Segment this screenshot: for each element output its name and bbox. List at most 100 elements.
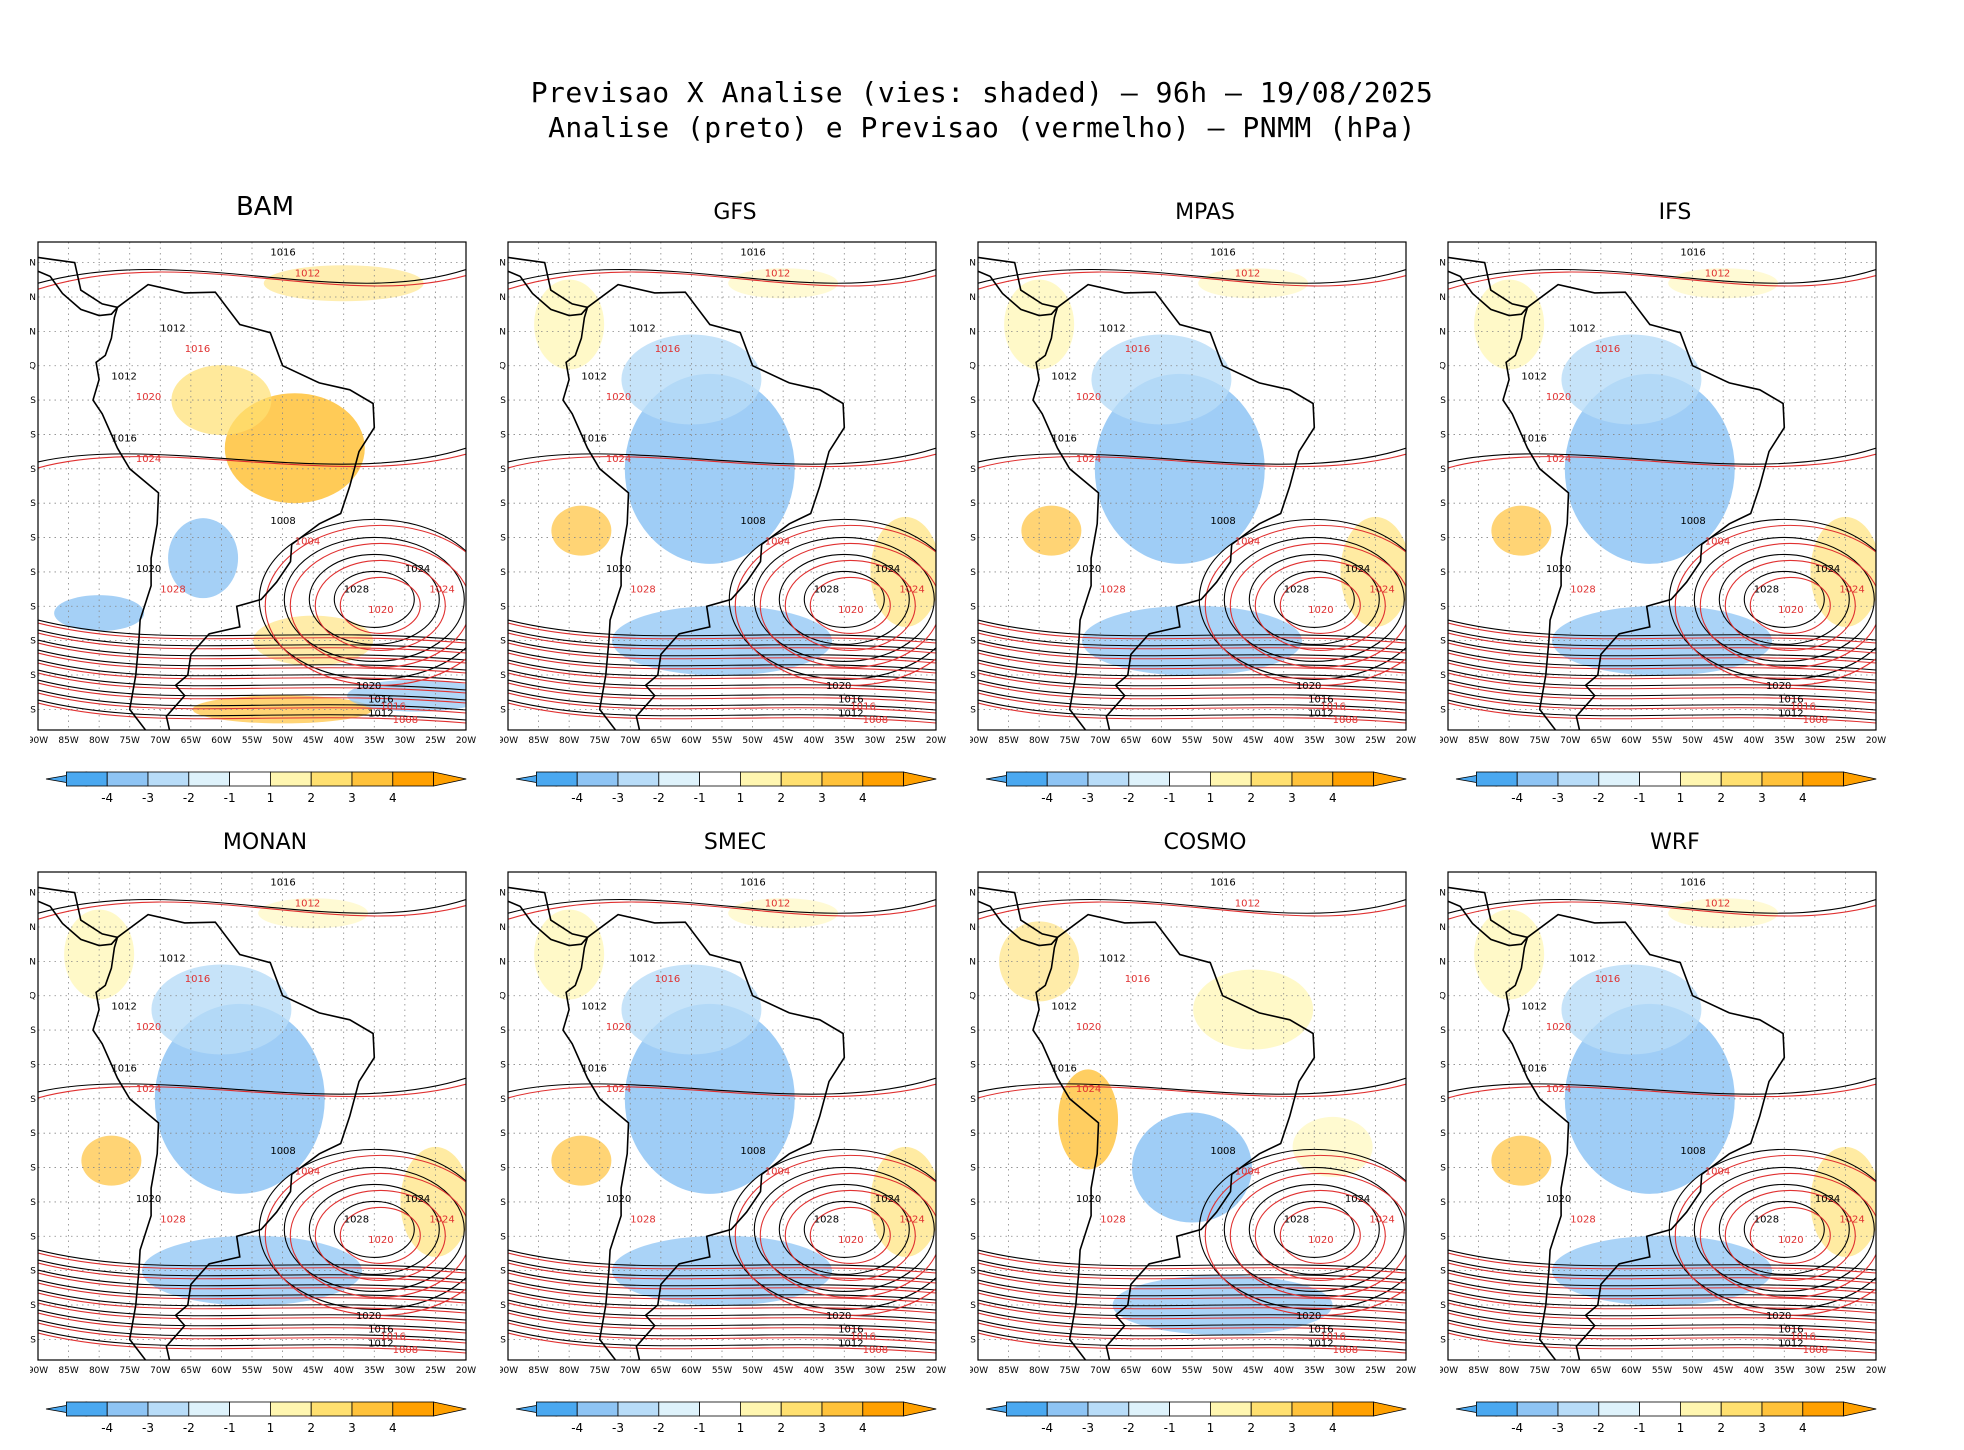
- lat-tick-label: 20S: [1440, 499, 1446, 509]
- forecast-isobar-label: 1016: [850, 701, 875, 712]
- forecast-isobar-label: 1028: [1100, 585, 1125, 596]
- forecast-isobar-label: 1024: [899, 1215, 924, 1226]
- bias-positive-area: [192, 695, 373, 724]
- colorbar-tick-label: 2: [307, 1421, 315, 1435]
- lon-tick-label: 85W: [998, 1366, 1018, 1376]
- colorbar-segment: [617, 1401, 660, 1417]
- forecast-isobar-label: 1024: [1839, 1215, 1864, 1226]
- colorbar: -4 -3 -2 -1 1 2 3 4: [985, 1401, 1407, 1435]
- colorbar-segment: [106, 771, 149, 787]
- colorbar-segment: [1128, 1401, 1171, 1417]
- colorbar-tick-label: -3: [1082, 791, 1094, 805]
- lon-tick-label: 80W: [89, 736, 109, 746]
- lat-tick-label: 35S: [500, 602, 506, 612]
- colorbar-segment: [1250, 771, 1293, 787]
- analysis-isobar-label: 1016: [1521, 433, 1546, 444]
- colorbar-segment: [1087, 771, 1130, 787]
- colorbar-segment: [821, 771, 864, 787]
- lon-tick-label: 85W: [528, 1366, 548, 1376]
- lon-tick-label: 50W: [272, 736, 292, 746]
- forecast-contours: [1448, 271, 1876, 724]
- colorbar-segment: [536, 1401, 578, 1417]
- analysis-isobar-label: 1012: [1778, 708, 1803, 719]
- forecast-isobar-label: 1020: [606, 392, 631, 403]
- lon-tick-label: 65W: [651, 736, 671, 746]
- lat-tick-label: 20S: [500, 1129, 506, 1139]
- colorbar-segment: [739, 771, 782, 787]
- colorbar-segment: [1250, 1401, 1293, 1417]
- colorbar: -4 -3 -2 -1 1 2 3 4: [1455, 771, 1877, 805]
- lon-tick-label: 20W: [1866, 736, 1886, 746]
- lon-tick-label: 60W: [681, 736, 701, 746]
- forecast-isobar-label: 1024: [136, 1084, 161, 1095]
- lat-tick-label: 35S: [30, 1232, 36, 1242]
- forecast-isobar-label: 1024: [1369, 585, 1394, 596]
- lon-tick-label: 35W: [1304, 1366, 1324, 1376]
- lon-tick-label: 65W: [181, 1366, 201, 1376]
- forecast-isobar-label: 1016: [1125, 974, 1150, 985]
- lat-tick-label: 45S: [970, 671, 976, 681]
- colorbar-tick-label: 4: [389, 1421, 397, 1435]
- lon-tick-label: 20W: [926, 736, 946, 746]
- lon-tick-label: 40W: [1744, 1366, 1764, 1376]
- lon-tick-label: 45W: [1713, 1366, 1733, 1376]
- colorbar-tick-label: -2: [1123, 791, 1135, 805]
- colorbar-tick-label: 3: [348, 1421, 356, 1435]
- lon-tick-label: 70W: [620, 1366, 640, 1376]
- lon-tick-label: 90W: [30, 736, 48, 746]
- lat-tick-label: 5N: [30, 327, 36, 337]
- lat-tick-label: 50S: [30, 705, 36, 715]
- lon-tick-label: 70W: [1090, 1366, 1110, 1376]
- lat-tick-label: 10N: [1440, 923, 1446, 933]
- lon-tick-label: 70W: [1090, 736, 1110, 746]
- lat-tick-label: 10S: [970, 1060, 976, 1070]
- colorbar-segment: [269, 1401, 312, 1417]
- lat-tick-label: EQ: [1440, 362, 1446, 372]
- lat-tick-label: 35S: [1440, 602, 1446, 612]
- forecast-isobar-label: 1008: [1803, 715, 1828, 726]
- analysis-isobar-label: 1024: [1815, 1194, 1840, 1205]
- lon-tick-label: 60W: [1151, 736, 1171, 746]
- bias-negative-area: [621, 334, 762, 425]
- lon-tick-label: 25W: [1365, 736, 1385, 746]
- colorbar: -4 -3 -2 -1 1 2 3 4: [45, 1401, 467, 1435]
- lon-tick-label: 25W: [895, 736, 915, 746]
- panel-title: GFS: [713, 200, 757, 225]
- bias-negative-area: [1132, 1112, 1252, 1223]
- forecast-isobar-label: 1024: [1839, 585, 1864, 596]
- lat-tick-label: 45S: [30, 1301, 36, 1311]
- colorbar-segment: [229, 1401, 271, 1417]
- analysis-isobar-label: 1016: [838, 1325, 863, 1336]
- analysis-isobar-label: 1020: [1076, 564, 1101, 575]
- forecast-isobar-label: 1020: [368, 1235, 393, 1246]
- lon-tick-label: 25W: [1365, 1366, 1385, 1376]
- colorbar-tick-label: 2: [1247, 791, 1255, 805]
- lon-tick-label: 75W: [590, 1366, 610, 1376]
- lon-tick-label: 90W: [970, 736, 988, 746]
- forecast-isobar-label: 1020: [838, 1235, 863, 1246]
- colorbar-segment: [66, 771, 108, 787]
- analysis-isobar-label: 1016: [838, 695, 863, 706]
- colorbar-segment: [188, 771, 231, 787]
- colorbar-segment: [147, 771, 190, 787]
- colorbar-segment: [1087, 1401, 1130, 1417]
- colorbar-segment: [699, 771, 741, 787]
- lat-tick-label: 15S: [30, 1095, 36, 1105]
- colorbar-segment: [351, 1401, 394, 1417]
- colorbar-tick-label: 1: [267, 791, 275, 805]
- forecast-isobar-label: 1016: [850, 1331, 875, 1342]
- analysis-isobar-label: 1012: [1521, 371, 1546, 382]
- colorbar: -4 -3 -2 -1 1 2 3 4: [515, 1401, 937, 1435]
- forecast-isobar-label: 1004: [1705, 1166, 1730, 1177]
- analysis-isobar-label: 1012: [368, 1338, 393, 1349]
- analysis-isobar-label: 1016: [368, 1325, 393, 1336]
- bias-negative-area: [1561, 964, 1702, 1055]
- coastline: [1448, 886, 1786, 1360]
- colorbar-segment: [1679, 771, 1722, 787]
- lon-tick-label: 35W: [834, 736, 854, 746]
- analysis-isobar-label: 1028: [1754, 1215, 1779, 1226]
- forecast-isobar-label: 1028: [630, 585, 655, 596]
- lat-tick-label: 30S: [1440, 1198, 1446, 1208]
- lat-tick-label: 10N: [970, 293, 976, 303]
- lat-tick-label: 15S: [970, 1095, 976, 1105]
